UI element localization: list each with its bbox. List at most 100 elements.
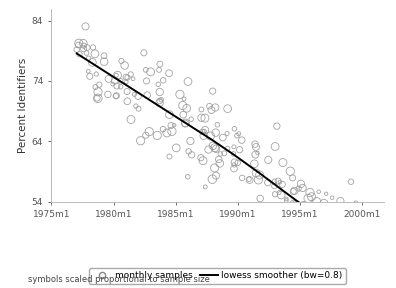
Point <box>373 243 379 247</box>
Point <box>217 161 223 166</box>
Point <box>309 213 315 217</box>
Point <box>368 242 375 247</box>
Point <box>341 241 347 246</box>
Point <box>146 129 152 134</box>
Point <box>177 92 183 97</box>
Point <box>137 139 144 143</box>
Point <box>213 130 219 135</box>
Point <box>364 230 371 235</box>
Point <box>180 103 186 108</box>
Point <box>357 261 364 266</box>
Point <box>210 143 216 148</box>
Point <box>89 60 95 65</box>
Point <box>217 152 223 156</box>
Point <box>114 73 121 77</box>
Point <box>239 176 245 180</box>
Point <box>303 206 309 211</box>
Point <box>231 163 237 167</box>
Point <box>303 204 309 208</box>
Point <box>156 90 163 94</box>
Point <box>276 190 282 195</box>
Point <box>257 173 263 177</box>
Point <box>283 196 289 201</box>
Point <box>348 179 354 184</box>
Point <box>154 133 160 138</box>
Point <box>276 251 282 255</box>
Point <box>212 105 219 110</box>
Point <box>361 255 367 259</box>
Point <box>200 133 207 138</box>
Point <box>320 251 326 255</box>
Point <box>289 176 296 180</box>
Point <box>92 85 99 89</box>
Point <box>213 173 219 178</box>
Point <box>252 152 259 157</box>
Point <box>118 59 125 63</box>
Point <box>367 249 373 254</box>
Point <box>211 145 218 150</box>
Point <box>118 78 124 83</box>
Point <box>346 234 353 238</box>
Point <box>141 50 147 55</box>
Point <box>158 97 164 102</box>
Point <box>274 124 280 128</box>
Point <box>201 129 208 134</box>
Point <box>251 162 257 166</box>
Point <box>131 92 137 97</box>
Point <box>112 79 118 83</box>
Point <box>206 147 212 152</box>
Point <box>321 201 327 206</box>
Point <box>92 52 98 56</box>
Point <box>160 127 166 131</box>
Point <box>236 131 242 136</box>
Point <box>173 145 179 150</box>
Point <box>347 265 354 270</box>
Point <box>220 135 226 140</box>
Point <box>313 249 320 254</box>
Point <box>80 41 86 46</box>
Point <box>87 74 93 79</box>
Point <box>283 198 289 203</box>
Point <box>83 51 89 55</box>
Point <box>180 112 187 117</box>
Point <box>188 153 195 157</box>
Point <box>255 178 261 182</box>
Point <box>198 155 204 160</box>
Point <box>358 267 364 271</box>
Point <box>171 123 177 128</box>
Point <box>105 92 111 97</box>
Point <box>331 258 338 262</box>
Point <box>75 43 82 47</box>
Point <box>202 128 208 132</box>
Point <box>169 129 175 134</box>
Point <box>287 169 293 174</box>
Point <box>96 82 103 87</box>
Point <box>90 45 96 50</box>
Point <box>347 249 354 253</box>
Point <box>299 186 306 190</box>
Point <box>133 104 139 108</box>
Point <box>278 193 284 197</box>
Point <box>288 226 294 231</box>
Point <box>247 178 253 182</box>
Text: symbols scaled proportional to sample size: symbols scaled proportional to sample si… <box>28 275 209 284</box>
Point <box>113 93 120 98</box>
Point <box>143 79 150 83</box>
Point <box>101 53 107 58</box>
Point <box>214 122 221 127</box>
Point <box>318 228 325 232</box>
Point <box>123 80 129 84</box>
Y-axis label: Percent Identifiers: Percent Identifiers <box>17 58 28 153</box>
Point <box>122 63 128 68</box>
Point <box>246 177 252 181</box>
Point <box>351 238 358 242</box>
Point <box>82 24 89 29</box>
Point <box>308 207 314 211</box>
Point <box>297 204 303 209</box>
Point <box>143 133 149 137</box>
Point <box>300 203 306 208</box>
Point <box>94 96 100 101</box>
Point <box>124 99 130 104</box>
Point <box>316 190 322 194</box>
Point <box>327 223 333 228</box>
